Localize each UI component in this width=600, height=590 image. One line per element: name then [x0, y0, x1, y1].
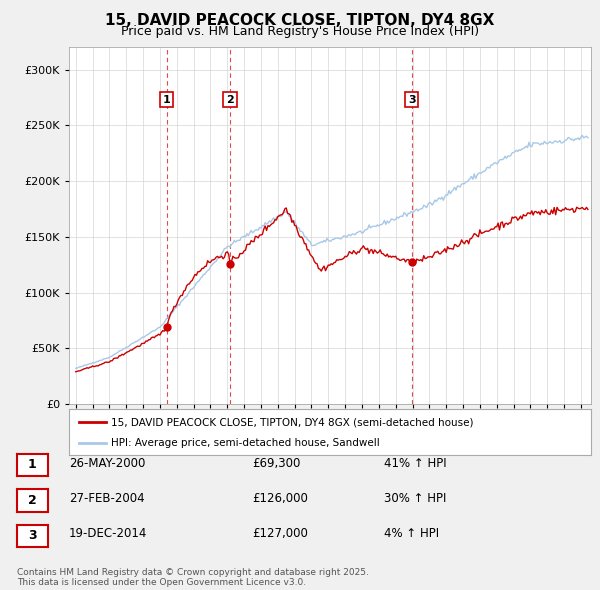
Text: 2: 2: [28, 494, 37, 507]
Text: 3: 3: [28, 529, 37, 542]
Text: 26-MAY-2000: 26-MAY-2000: [69, 457, 145, 470]
Text: 2: 2: [226, 94, 234, 104]
Text: 1: 1: [28, 458, 37, 471]
Text: 19-DEC-2014: 19-DEC-2014: [69, 527, 148, 540]
Text: £69,300: £69,300: [252, 457, 301, 470]
Text: £127,000: £127,000: [252, 527, 308, 540]
Text: £126,000: £126,000: [252, 492, 308, 505]
Text: Price paid vs. HM Land Registry's House Price Index (HPI): Price paid vs. HM Land Registry's House …: [121, 25, 479, 38]
Text: 4% ↑ HPI: 4% ↑ HPI: [384, 527, 439, 540]
Text: Contains HM Land Registry data © Crown copyright and database right 2025.
This d: Contains HM Land Registry data © Crown c…: [17, 568, 368, 587]
Text: 15, DAVID PEACOCK CLOSE, TIPTON, DY4 8GX: 15, DAVID PEACOCK CLOSE, TIPTON, DY4 8GX: [106, 13, 494, 28]
Text: 41% ↑ HPI: 41% ↑ HPI: [384, 457, 446, 470]
Text: 1: 1: [163, 94, 170, 104]
Text: 27-FEB-2004: 27-FEB-2004: [69, 492, 145, 505]
Text: HPI: Average price, semi-detached house, Sandwell: HPI: Average price, semi-detached house,…: [111, 438, 380, 448]
Text: 3: 3: [408, 94, 416, 104]
Text: 30% ↑ HPI: 30% ↑ HPI: [384, 492, 446, 505]
Text: 15, DAVID PEACOCK CLOSE, TIPTON, DY4 8GX (semi-detached house): 15, DAVID PEACOCK CLOSE, TIPTON, DY4 8GX…: [111, 417, 473, 427]
